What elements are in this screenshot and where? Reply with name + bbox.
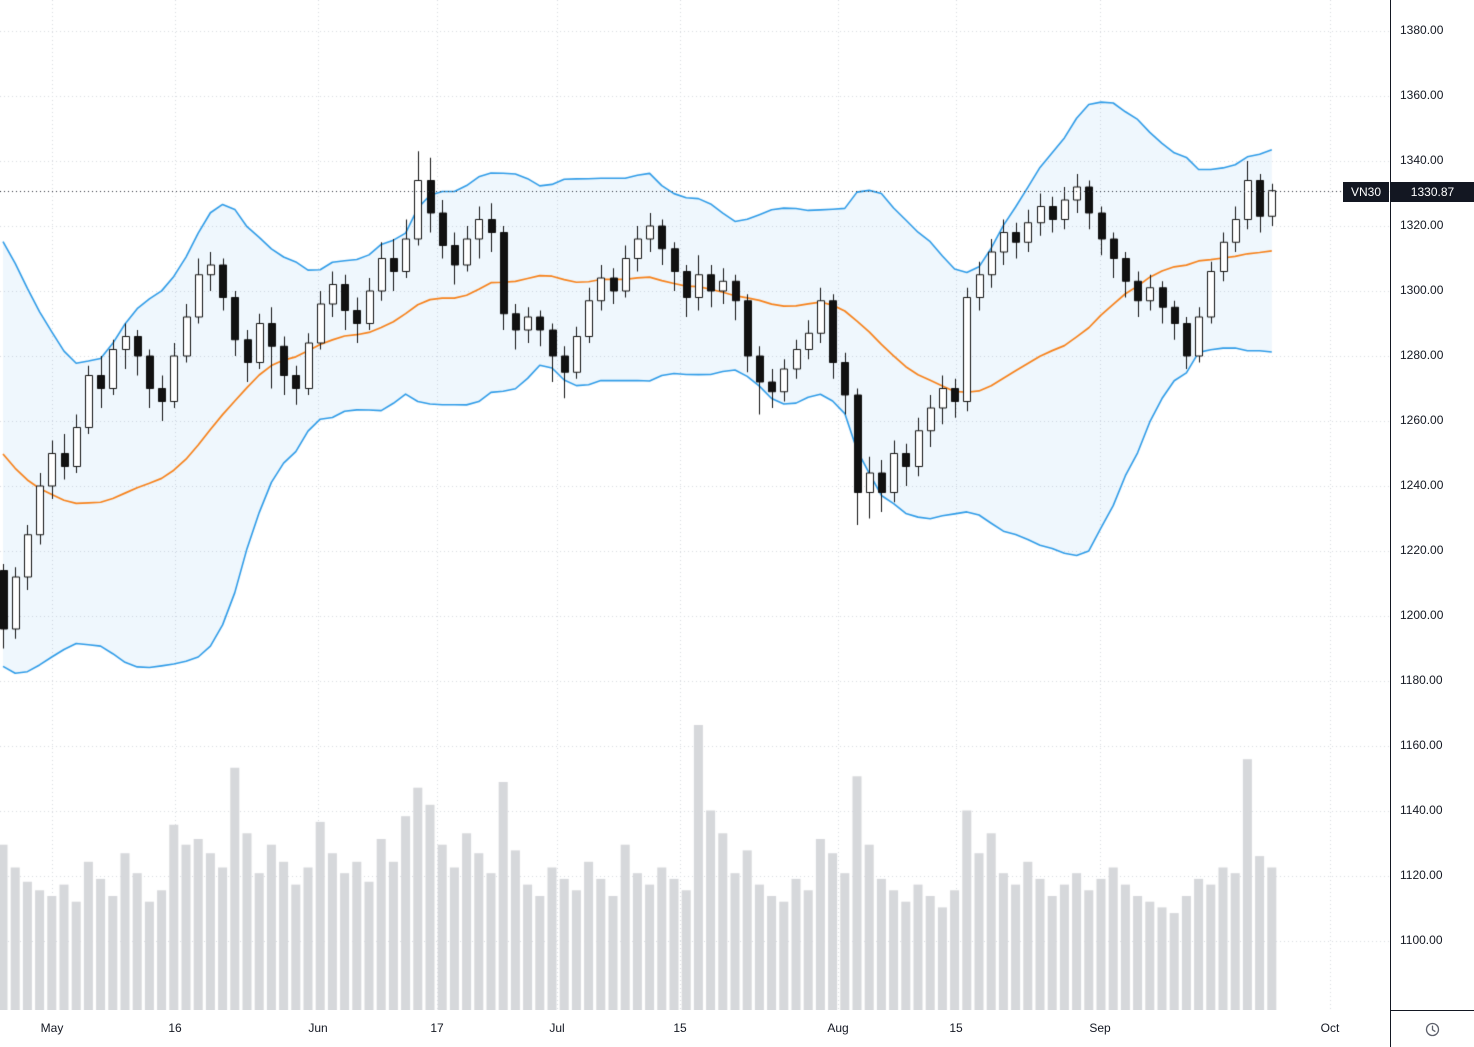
time-axis-label: 16: [168, 1021, 182, 1035]
time-axis-label: Jul: [549, 1021, 565, 1035]
price-axis[interactable]: 1380.00 1360.00 1340.00 1320.00 1300.00 1280.…: [1390, 0, 1474, 1010]
price-axis-label: 1240.00: [1400, 478, 1444, 492]
price-axis-label: 1140.00: [1400, 803, 1443, 817]
time-axis-label: 15: [949, 1021, 963, 1035]
price-axis-label: 1360.00: [1400, 88, 1444, 102]
time-axis-label: 15: [673, 1021, 687, 1035]
time-axis[interactable]: May 16 Jun 17 Jul 15 Aug 15 Sep Oct: [0, 1010, 1390, 1047]
symbol-badge: VN30: [1342, 181, 1389, 202]
last-price-badge: 1330.87: [1391, 181, 1474, 202]
price-axis-label: 1380.00: [1400, 23, 1444, 37]
time-axis-label: 17: [430, 1021, 444, 1035]
price-axis-label: 1100.00: [1400, 933, 1443, 947]
price-axis-label: 1280.00: [1400, 348, 1444, 362]
price-axis-label: 1160.00: [1400, 738, 1443, 752]
axis-settings-icon[interactable]: [1421, 1017, 1445, 1041]
price-axis-label: 1120.00: [1400, 868, 1443, 882]
axis-corner: [1390, 1010, 1474, 1047]
price-axis-label: 1300.00: [1400, 283, 1444, 297]
time-axis-label: Sep: [1089, 1021, 1111, 1035]
price-axis-label: 1260.00: [1400, 413, 1444, 427]
time-axis-label: May: [40, 1021, 64, 1035]
price-chart-canvas[interactable]: [0, 0, 1390, 1010]
time-axis-label: Jun: [308, 1021, 328, 1035]
price-axis-label: 1340.00: [1400, 153, 1444, 167]
price-axis-label: 1320.00: [1400, 218, 1444, 232]
price-axis-label: 1200.00: [1400, 608, 1444, 622]
time-axis-label: Oct: [1320, 1021, 1340, 1035]
price-axis-label: 1180.00: [1400, 673, 1443, 687]
price-axis-label: 1220.00: [1400, 543, 1444, 557]
time-axis-label: Aug: [827, 1021, 849, 1035]
